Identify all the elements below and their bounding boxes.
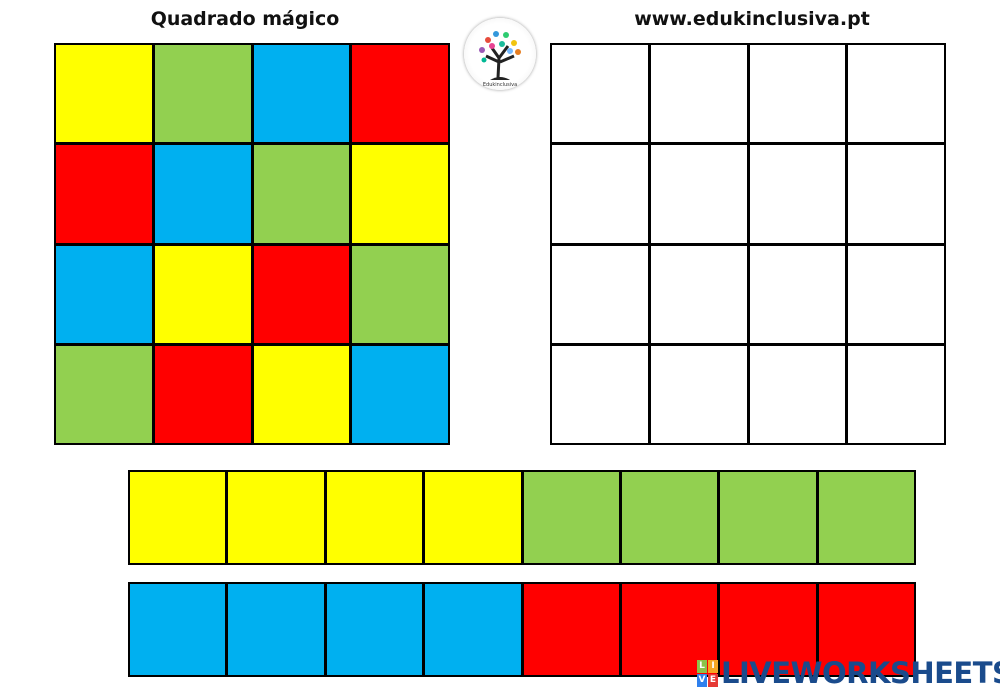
empty-square-cell[interactable] — [749, 145, 846, 243]
color-tile[interactable] — [130, 472, 226, 563]
color-tile[interactable] — [228, 472, 324, 563]
color-tile[interactable] — [720, 472, 816, 563]
magic-square-cell[interactable] — [56, 345, 152, 443]
color-tile[interactable] — [720, 584, 816, 675]
website-title: www.edukinclusiva.pt — [634, 8, 870, 30]
empty-square-cell[interactable] — [650, 45, 747, 143]
color-tile[interactable] — [425, 584, 521, 675]
magic-square-cell[interactable] — [352, 45, 448, 143]
magic-square-grid — [54, 43, 450, 445]
magic-square-cell[interactable] — [352, 145, 448, 243]
magic-square-cell[interactable] — [352, 345, 448, 443]
color-tile[interactable] — [621, 472, 718, 563]
empty-square-cell[interactable] — [552, 145, 648, 243]
empty-square-cell[interactable] — [749, 45, 846, 143]
magic-square-cell[interactable] — [352, 245, 448, 343]
logo-text: Edukinclusiva — [483, 82, 517, 88]
empty-square-cell[interactable] — [650, 345, 747, 443]
color-strip-top — [128, 470, 916, 565]
color-strip-bottom — [128, 582, 916, 677]
magic-square-cell[interactable] — [56, 245, 152, 343]
color-tile[interactable] — [818, 584, 914, 675]
empty-square-cell[interactable] — [848, 245, 944, 343]
magic-square-cell[interactable] — [154, 245, 251, 343]
color-tile[interactable] — [425, 472, 521, 563]
liveworksheets-watermark: L I V E LIVEWORKSHEETS — [697, 656, 1000, 690]
empty-square-cell[interactable] — [848, 45, 944, 143]
magic-square-cell[interactable] — [253, 345, 350, 443]
magic-square-cell[interactable] — [56, 145, 152, 243]
color-tile[interactable] — [523, 472, 619, 563]
magic-square-cell[interactable] — [154, 45, 251, 143]
magic-square-cell[interactable] — [253, 145, 350, 243]
empty-square-cell[interactable] — [749, 345, 846, 443]
empty-square-cell[interactable] — [552, 45, 648, 143]
empty-square-cell[interactable] — [552, 345, 648, 443]
magic-square-cell[interactable] — [253, 45, 350, 143]
color-tile[interactable] — [326, 472, 423, 563]
live-letter: V — [697, 673, 707, 687]
magic-square-title: Quadrado mágico — [150, 8, 340, 30]
empty-square-cell[interactable] — [552, 245, 648, 343]
color-tile[interactable] — [228, 584, 324, 675]
color-tile[interactable] — [326, 584, 423, 675]
empty-square-cell[interactable] — [848, 345, 944, 443]
live-letter: I — [708, 659, 718, 673]
empty-square-grid — [550, 43, 946, 445]
live-letter: E — [708, 673, 718, 687]
empty-square-cell[interactable] — [848, 145, 944, 243]
empty-square-cell[interactable] — [749, 245, 846, 343]
color-tile[interactable] — [523, 584, 619, 675]
empty-square-cell[interactable] — [650, 145, 747, 243]
tree-logo-icon: Edukinclusiva — [464, 18, 536, 90]
live-logo-icon: L I V E — [697, 659, 718, 687]
color-tile[interactable] — [818, 472, 914, 563]
magic-square-cell[interactable] — [56, 45, 152, 143]
magic-square-cell[interactable] — [154, 145, 251, 243]
live-letter: L — [697, 659, 707, 673]
magic-square-cell[interactable] — [253, 245, 350, 343]
magic-square-cell[interactable] — [154, 345, 251, 443]
empty-square-cell[interactable] — [650, 245, 747, 343]
liveworksheets-text: LIVEWORKSHEETS — [721, 656, 1000, 690]
color-tile[interactable] — [130, 584, 226, 675]
